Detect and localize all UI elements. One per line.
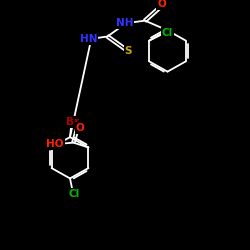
Text: Br: Br <box>66 117 79 127</box>
Text: Cl: Cl <box>162 28 173 38</box>
Text: O: O <box>157 0 166 10</box>
Text: HN: HN <box>80 34 98 44</box>
Text: S: S <box>124 46 132 56</box>
Text: NH: NH <box>116 18 133 28</box>
Text: O: O <box>76 123 84 133</box>
Text: Cl: Cl <box>68 189 80 199</box>
Text: HO: HO <box>46 139 64 149</box>
